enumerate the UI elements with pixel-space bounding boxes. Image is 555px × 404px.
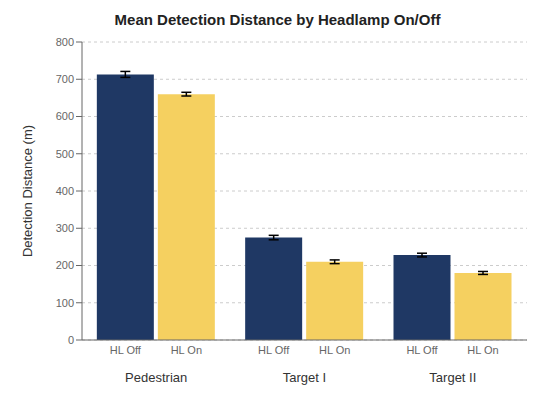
svg-text:500: 500 xyxy=(56,148,74,160)
svg-text:Target II: Target II xyxy=(429,370,476,385)
svg-text:400: 400 xyxy=(56,185,74,197)
svg-text:HL On: HL On xyxy=(467,344,498,356)
svg-text:100: 100 xyxy=(56,297,74,309)
svg-text:700: 700 xyxy=(56,73,74,85)
svg-text:300: 300 xyxy=(56,222,74,234)
svg-text:800: 800 xyxy=(56,36,74,48)
svg-text:HL Off: HL Off xyxy=(110,344,142,356)
html-text:Mean Detection Distance by Hea: Mean Detection Distance by Headlamp On/O… xyxy=(114,11,441,28)
svg-text:HL Off: HL Off xyxy=(258,344,290,356)
svg-text:600: 600 xyxy=(56,110,74,122)
svg-text:HL On: HL On xyxy=(171,344,202,356)
svg-text:Target I: Target I xyxy=(283,370,326,385)
svg-text:Pedestrian: Pedestrian xyxy=(125,370,187,385)
svg-text:HL On: HL On xyxy=(319,344,350,356)
svg-text:Detection Distance (m): Detection Distance (m) xyxy=(20,125,35,257)
svg-text:200: 200 xyxy=(56,259,74,271)
svg-text:HL Off: HL Off xyxy=(406,344,438,356)
svg-text:0: 0 xyxy=(68,334,74,346)
